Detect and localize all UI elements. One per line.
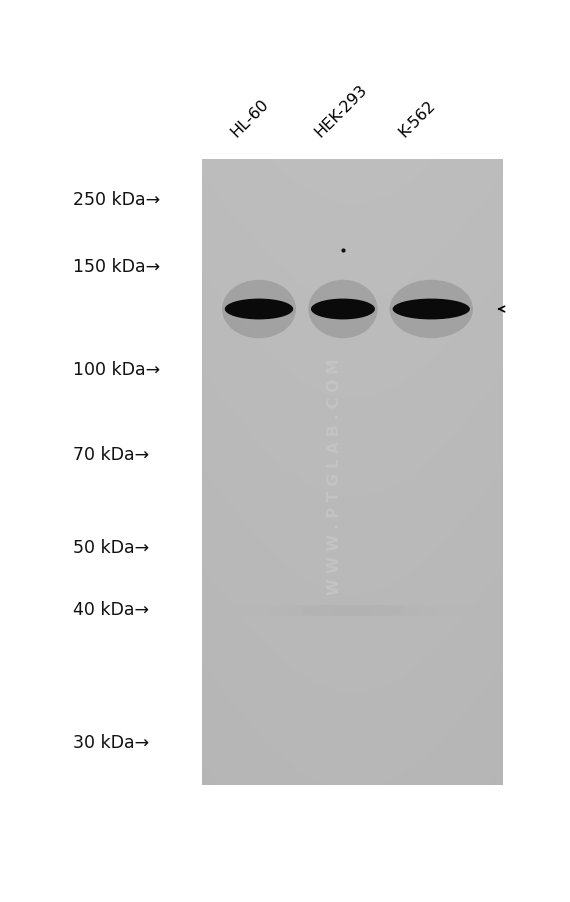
Ellipse shape <box>311 299 375 320</box>
Text: 150 kDa→: 150 kDa→ <box>74 258 161 276</box>
Text: 40 kDa→: 40 kDa→ <box>74 601 149 619</box>
Ellipse shape <box>225 299 293 320</box>
Text: 50 kDa→: 50 kDa→ <box>74 538 149 557</box>
Text: HL-60: HL-60 <box>228 96 272 140</box>
Ellipse shape <box>393 299 470 320</box>
Text: 70 kDa→: 70 kDa→ <box>74 445 149 463</box>
Text: 30 kDa→: 30 kDa→ <box>74 733 149 751</box>
Text: W W W . P T G L A B . C O M: W W W . P T G L A B . C O M <box>327 358 341 594</box>
Text: 100 kDa→: 100 kDa→ <box>74 361 161 379</box>
Text: K-562: K-562 <box>396 97 438 140</box>
Ellipse shape <box>308 281 377 339</box>
Text: HEK-293: HEK-293 <box>312 81 370 140</box>
Ellipse shape <box>389 281 473 339</box>
Ellipse shape <box>222 281 296 339</box>
Text: 250 kDa→: 250 kDa→ <box>74 191 161 209</box>
